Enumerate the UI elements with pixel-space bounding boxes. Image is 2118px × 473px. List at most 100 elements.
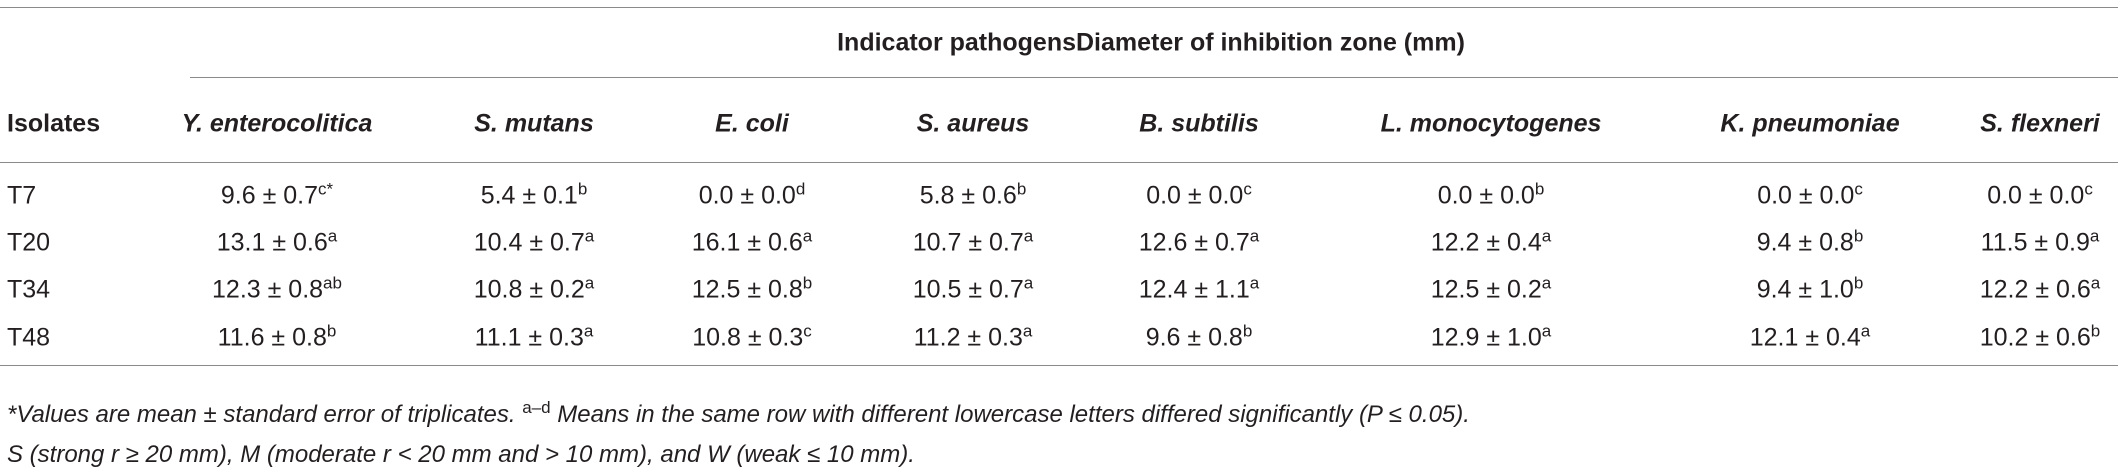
value-cell: 13.1 ± 0.6a (216, 226, 338, 258)
value-cell: 12.2 ± 0.6a (1979, 275, 2101, 305)
significance-letter: a (1023, 226, 1034, 246)
value: 12.6 ± 0.7 (1138, 228, 1250, 257)
value: 0.0 ± 0.0 (1987, 181, 2085, 210)
value-cell: 12.5 ± 0.8b (692, 273, 813, 305)
column-header: E. coli (715, 109, 789, 138)
significance-letter: a (1022, 321, 1033, 341)
value-cell: 0.0 ± 0.0c (1146, 179, 1252, 211)
value: 12.5 ± 0.2 (1430, 275, 1542, 304)
value: 13.1 ± 0.6 (216, 228, 328, 257)
value: 5.4 ± 0.1 (480, 181, 578, 210)
value-cell: 10.7 ± 0.7a (912, 226, 1034, 258)
value: 11.1 ± 0.3 (474, 323, 584, 352)
value: 12.3 ± 0.8 (212, 275, 324, 304)
significance-letter: c (2084, 179, 2093, 199)
significance-letter: b (2090, 321, 2101, 341)
value: 9.6 ± 0.7 (220, 181, 318, 210)
isolate: T7 (7, 181, 37, 210)
value: 12.4 ± 1.1 (1138, 275, 1250, 304)
value: 12.2 ± 0.6 (1979, 275, 2091, 304)
bottom-rule (0, 365, 2118, 366)
column-header: L. monocytogenes (1380, 109, 1602, 138)
value: 0.0 ± 0.0 (1437, 181, 1535, 210)
significance-letter: a (2089, 226, 2100, 246)
isolate: T20 (7, 228, 51, 257)
value-cell: 11.6 ± 0.8b (218, 321, 337, 353)
value-cell: 12.3 ± 0.8ab (212, 273, 342, 305)
significance-letter: a (327, 226, 338, 246)
value: 10.8 ± 0.3 (692, 323, 804, 352)
value: 12.2 ± 0.4 (1430, 228, 1542, 257)
value-cell: 16.1 ± 0.6a (691, 226, 813, 258)
value: 12.1 ± 0.4 (1749, 323, 1861, 352)
significance-letter: a (584, 273, 595, 293)
value: 9.4 ± 1.0 (1756, 275, 1854, 304)
significance-letter: a (583, 321, 594, 341)
value: 9.6 ± 0.8 (1145, 323, 1243, 352)
isolate: T34 (7, 275, 51, 304)
significance-letter: b (1016, 179, 1027, 199)
significance-letter: a (1249, 273, 1260, 293)
value: 0.0 ± 0.0 (1757, 181, 1855, 210)
significance-letter: a (1023, 273, 1034, 293)
significance-letter: b (577, 179, 588, 199)
value-cell: 11.2 ± 0.3a (914, 321, 1033, 353)
value: 16.1 ± 0.6 (691, 228, 803, 257)
value: 12.9 ± 1.0 (1430, 323, 1542, 352)
column-header: K. pneumoniae (1720, 109, 1900, 138)
significance-letter: b (802, 273, 813, 293)
value-cell: 0.0 ± 0.0d (698, 179, 806, 211)
value-cell: 11.5 ± 0.9a (1980, 226, 2100, 258)
value: 9.4 ± 0.8 (1756, 228, 1854, 257)
footnote-text: Means in the same row with different low… (550, 401, 1470, 428)
value-cell: 5.4 ± 0.1b (480, 179, 588, 211)
significance-letter: b (1853, 273, 1864, 293)
value-cell: 12.4 ± 1.1a (1138, 273, 1260, 305)
significance-letter: c* (318, 179, 334, 199)
footnote-text: S (strong r ≥ 20 mm), M (moderate r < 20… (7, 441, 915, 468)
column-header: S. aureus (916, 109, 1030, 138)
significance-letter: b (326, 321, 337, 341)
top-rule (0, 7, 2118, 8)
significance-letter: a (1541, 273, 1552, 293)
value-cell: 10.8 ± 0.2a (473, 273, 595, 305)
value-cell: 12.5 ± 0.2a (1430, 273, 1552, 305)
value-cell: 0.0 ± 0.0c (1987, 179, 2093, 211)
significance-letter: c (803, 321, 812, 341)
footnote-text: *Values are mean ± standard error of tri… (7, 401, 523, 428)
footnote-text: a–d (522, 398, 551, 417)
value-cell: 0.0 ± 0.0c (1757, 179, 1863, 211)
value: 10.4 ± 0.7 (473, 228, 585, 257)
value: 10.8 ± 0.2 (473, 275, 585, 304)
value-cell: 10.2 ± 0.6b (1979, 321, 2101, 353)
significance-letter: d (795, 179, 806, 199)
significance-letter: b (1534, 179, 1545, 199)
significance-letter: c (1854, 179, 1863, 199)
column-header: S. flexneri (1980, 109, 2100, 138)
significance-letter: c (1243, 179, 1252, 199)
value-cell: 9.6 ± 0.7c* (220, 179, 334, 211)
significance-letter: a (1541, 226, 1552, 246)
value: 11.5 ± 0.9 (1980, 228, 2090, 257)
significance-letter: a (584, 226, 595, 246)
footnote: *Values are mean ± standard error of tri… (7, 398, 1470, 429)
column-header: Isolates (7, 109, 101, 138)
value-cell: 10.8 ± 0.3c (692, 321, 812, 353)
significance-letter: a (1860, 321, 1871, 341)
value: 10.7 ± 0.7 (912, 228, 1024, 257)
isolate: T48 (7, 323, 51, 352)
value-cell: 5.8 ± 0.6b (920, 179, 1027, 211)
significance-letter: a (802, 226, 813, 246)
value-cell: 11.1 ± 0.3a (474, 321, 594, 353)
value-cell: 0.0 ± 0.0b (1437, 179, 1545, 211)
column-header: S. mutans (474, 109, 594, 138)
value-cell: 10.5 ± 0.7a (913, 273, 1034, 305)
value-cell: 12.6 ± 0.7a (1138, 228, 1260, 258)
significance-letter: ab (323, 273, 342, 293)
value-cell: 9.4 ± 0.8b (1756, 228, 1864, 258)
value-cell: 12.1 ± 0.4a (1749, 321, 1871, 353)
value: 0.0 ± 0.0 (698, 181, 796, 210)
value: 10.2 ± 0.6 (1979, 323, 2091, 352)
header-rule (0, 162, 2118, 163)
